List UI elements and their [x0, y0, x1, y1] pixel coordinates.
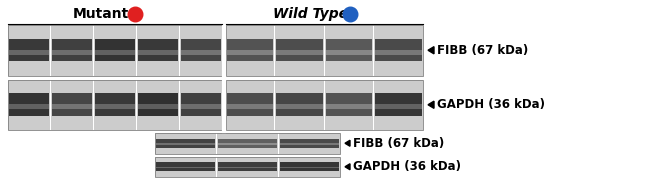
Bar — [155, 157, 216, 177]
Bar — [279, 157, 340, 177]
Bar — [180, 80, 222, 130]
Text: Mutant: Mutant — [73, 7, 129, 21]
Bar — [138, 104, 178, 109]
Bar — [218, 139, 277, 148]
Bar — [181, 93, 221, 116]
Bar — [227, 50, 274, 55]
Bar — [376, 104, 422, 109]
Bar — [227, 104, 274, 109]
Bar — [9, 93, 49, 116]
Bar — [326, 39, 372, 61]
Polygon shape — [345, 140, 350, 146]
Bar — [227, 93, 274, 116]
Bar — [326, 104, 372, 109]
Bar — [156, 162, 215, 171]
Bar — [276, 25, 324, 76]
Bar — [325, 80, 374, 130]
Bar — [181, 50, 221, 55]
Bar — [138, 93, 178, 116]
Bar — [51, 80, 93, 130]
Bar — [155, 133, 216, 153]
Bar — [217, 133, 278, 153]
Bar — [280, 162, 339, 171]
Bar — [276, 80, 324, 130]
Bar — [94, 80, 136, 130]
Bar — [325, 25, 374, 76]
Bar — [279, 133, 340, 153]
Bar — [226, 25, 274, 76]
Bar — [138, 50, 178, 55]
Bar — [9, 39, 49, 61]
Bar — [9, 50, 49, 55]
Bar — [218, 143, 277, 145]
Bar — [52, 50, 92, 55]
Text: Wild Type: Wild Type — [273, 7, 348, 21]
Bar — [280, 139, 339, 148]
Text: GAPDH (36 kDa): GAPDH (36 kDa) — [437, 98, 545, 111]
Bar — [376, 39, 422, 61]
Point — [345, 13, 356, 15]
Bar — [218, 167, 277, 169]
Text: FIBB (67 kDa): FIBB (67 kDa) — [437, 44, 528, 57]
Bar — [156, 139, 215, 148]
Point — [130, 13, 140, 15]
Bar — [156, 167, 215, 169]
Bar — [217, 157, 278, 177]
Bar — [95, 39, 135, 61]
Bar — [52, 39, 92, 61]
Bar — [52, 93, 92, 116]
Text: GAPDH (36 kDa): GAPDH (36 kDa) — [353, 160, 461, 173]
Bar — [227, 39, 274, 61]
Bar — [9, 104, 49, 109]
Bar — [155, 157, 340, 177]
Bar — [155, 133, 340, 153]
Bar — [8, 25, 222, 76]
Polygon shape — [345, 164, 350, 170]
Bar — [181, 39, 221, 61]
Bar — [218, 162, 277, 171]
Bar — [52, 104, 92, 109]
Polygon shape — [428, 101, 434, 108]
Bar — [137, 25, 179, 76]
Bar — [376, 93, 422, 116]
Bar — [180, 25, 222, 76]
Bar — [138, 39, 178, 61]
Bar — [276, 93, 323, 116]
Polygon shape — [428, 47, 434, 54]
Bar — [156, 143, 215, 145]
Bar — [95, 50, 135, 55]
Bar — [326, 93, 372, 116]
Bar — [276, 50, 323, 55]
Bar — [94, 25, 136, 76]
Bar — [95, 93, 135, 116]
Bar — [374, 25, 423, 76]
Bar — [51, 25, 93, 76]
Bar — [137, 80, 179, 130]
Bar — [226, 25, 423, 76]
Text: FIBB (67 kDa): FIBB (67 kDa) — [353, 137, 444, 150]
Bar — [8, 25, 50, 76]
Bar — [226, 80, 423, 130]
Bar — [374, 80, 423, 130]
Bar — [8, 80, 222, 130]
Bar — [95, 104, 135, 109]
Bar — [276, 104, 323, 109]
Bar — [376, 50, 422, 55]
Bar — [326, 50, 372, 55]
Bar — [8, 80, 50, 130]
Bar — [181, 104, 221, 109]
Bar — [280, 143, 339, 145]
Bar — [276, 39, 323, 61]
Bar — [226, 80, 274, 130]
Bar — [280, 167, 339, 169]
